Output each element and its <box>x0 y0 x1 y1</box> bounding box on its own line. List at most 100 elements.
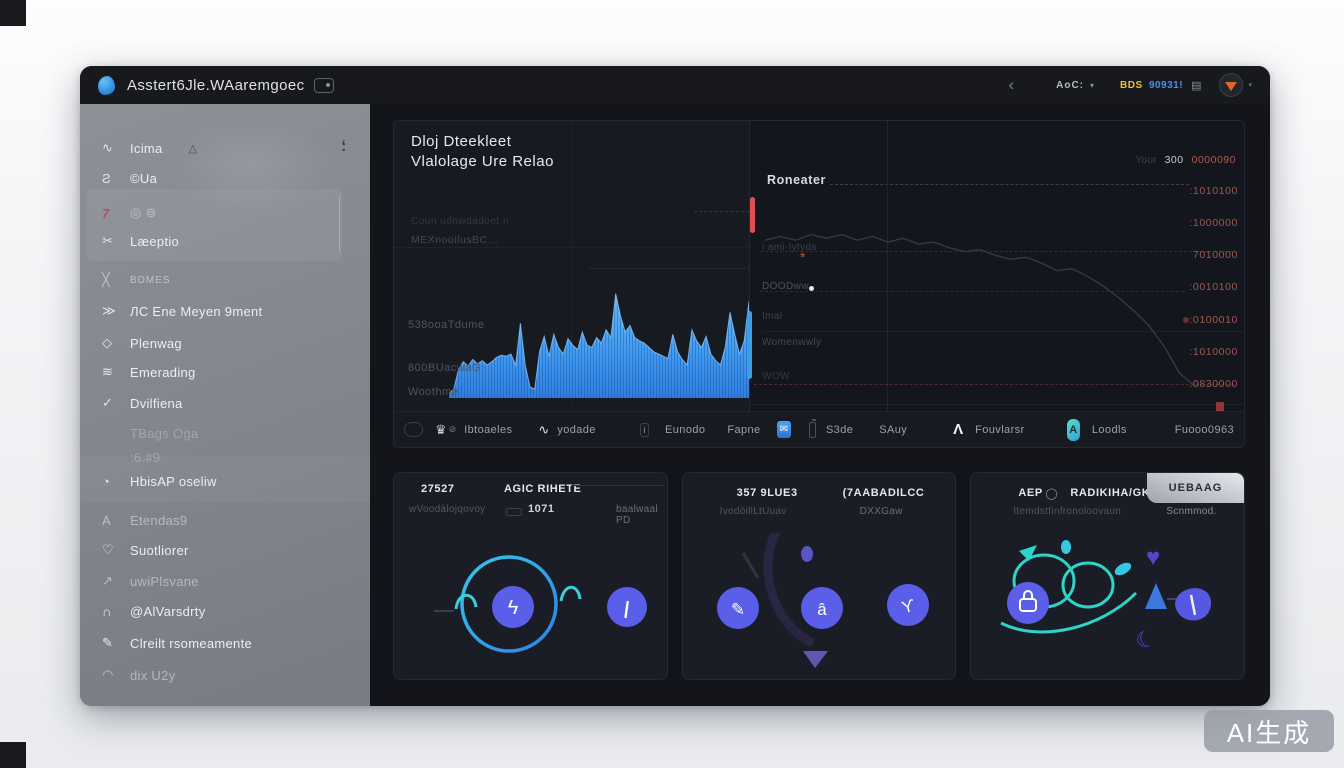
action-circle-edit[interactable]: ✎ <box>716 587 759 629</box>
chart-subtext: Coun udnwdadoet n <box>411 216 510 227</box>
lock-icon <box>1019 598 1038 612</box>
envelope-icon[interactable]: ✉ <box>776 421 792 438</box>
token-balance[interactable]: BDS 90931! <box>1120 80 1183 91</box>
avatar-caret-icon[interactable]: ▾ <box>1248 82 1252 89</box>
sidebar-item[interactable]: TBags Oga <box>130 425 199 441</box>
top-value: 300 <box>1164 154 1184 166</box>
hat-icon: â <box>817 600 827 619</box>
sidebar-item[interactable]: 7 ◎ ⊚ <box>102 205 157 221</box>
toolbar-item[interactable]: SAuy <box>879 423 908 436</box>
card-subtext-right: baalwaal PD <box>616 504 658 526</box>
token-symbol: BDS <box>1120 79 1143 91</box>
toolbar-item[interactable]: Fouvlarsr <box>975 423 1025 436</box>
menu-dropdown-label[interactable]: AoC: <box>1056 79 1085 91</box>
flag-icon: 7 <box>102 205 110 221</box>
card-title-2: RADIKIHA/GK <box>1070 487 1151 499</box>
teal-loop <box>1061 561 1115 609</box>
sidebar-item[interactable]: ✓ Dvilfiena <box>102 395 183 411</box>
clock-icon: ◔ <box>102 473 110 489</box>
card-title: 357 9LUE3 <box>736 487 798 499</box>
crown-icon[interactable]: ♛ <box>434 421 447 437</box>
hands-icon[interactable]: Λ <box>953 421 964 438</box>
blue-scroll-marker[interactable] <box>747 311 752 379</box>
sidebar-item[interactable]: ╳ BDMES <box>102 272 171 287</box>
cards-row: 27527 AGIC RIHETE wVoodàlojqovoy 1071 ba… <box>393 472 1246 680</box>
right-axis-label: .0830000 <box>1189 378 1238 390</box>
card2-graphic: ✎ â ϒ <box>716 533 929 668</box>
toolbar-item[interactable]: S3de <box>825 423 854 436</box>
user-avatar[interactable] <box>1219 73 1244 97</box>
sidebar-item[interactable]: ♡ Suotliorer <box>102 542 189 558</box>
card-title: AEP <box>1018 487 1043 499</box>
sidebar-item[interactable]: ∿ Icima △ <box>102 140 198 156</box>
action-circle-bolt[interactable]: ϟ <box>492 586 534 628</box>
slash-mark <box>1190 594 1197 616</box>
sidebar-item[interactable]: :6.#9 <box>130 449 161 465</box>
toolbar-item[interactable]: Loodls <box>1091 423 1127 436</box>
sidebar-item[interactable]: ≋ Emerading <box>102 364 196 380</box>
card-subtext: IvodòillLtUuav <box>719 506 787 517</box>
teal-squiggle <box>454 593 478 610</box>
gridline <box>754 384 1234 385</box>
sidebar-item[interactable]: ◇ Plenwag <box>102 335 182 351</box>
lock-circle[interactable] <box>1007 582 1050 624</box>
tab-preview-icon[interactable] <box>314 77 335 93</box>
sidebar-item[interactable]: ◔ HbisAP oseliw <box>102 473 217 489</box>
red-dot-marker <box>1183 317 1189 323</box>
ai-watermark: AI生成 <box>1204 710 1334 752</box>
sidebar-item[interactable]: ◠ dix U2y <box>102 667 176 683</box>
sidebar-item[interactable]: ∩ @AlVarsdrty <box>102 603 206 619</box>
sidebar-item[interactable]: A Etendas9 <box>102 512 188 528</box>
sidebar-highlight <box>166 118 336 214</box>
chevron-down-icon[interactable]: ▾ <box>1090 80 1095 90</box>
heart-shape-icon: ♥ <box>1146 544 1160 571</box>
document-icon[interactable]: ▤ <box>1191 79 1202 92</box>
blob-button[interactable] <box>1175 588 1212 621</box>
light-badge[interactable]: UEBAAG <box>1147 473 1245 503</box>
info-square-icon[interactable]: i <box>639 422 650 437</box>
y-axis-label: 538ooaTdume <box>408 319 485 331</box>
sidebar-item[interactable]: ✂ Læeptio <box>102 233 180 249</box>
decor-dart <box>741 552 759 579</box>
pill-button[interactable] <box>404 422 423 437</box>
right-axis-label: 7010000 <box>1192 249 1238 261</box>
chart-toolbar: ♛ ⊘ Ibtoaeles ∿ yodade i Eunodo Fapne ✉ … <box>394 411 1244 447</box>
area-edge <box>449 293 749 394</box>
sidebar-item[interactable]: ✎ Clreilt rsomeamente <box>102 635 253 651</box>
toolbar-item[interactable]: Fuooo0963 <box>1174 423 1234 436</box>
teal-badge-icon[interactable]: A <box>1066 418 1080 441</box>
gridline <box>394 247 749 248</box>
avatar-shape <box>1225 81 1238 91</box>
pin-icon[interactable]: ; <box>340 139 346 156</box>
card-subtext: wVoodàlojqovoy <box>409 504 486 515</box>
app-window: Asstert6Jle.WAaremgoec ‹ AoC: ▾ BDS 9093… <box>80 66 1270 706</box>
toolbar-item[interactable]: Eunodo <box>665 423 706 436</box>
chevrons-icon: ≫ <box>102 303 116 318</box>
action-circle-bar[interactable]: | <box>607 587 647 627</box>
trend-series <box>765 233 1195 387</box>
action-circle-hat[interactable]: â <box>800 587 843 629</box>
gridline <box>750 404 1244 405</box>
legend-label[interactable]: Roneater <box>767 173 826 187</box>
stat-card-1: 27527 AGIC RIHETE wVoodàlojqovoy 1071 ba… <box>393 472 668 680</box>
teal-squiggle <box>559 585 582 602</box>
right-axis-label: :0100010 <box>1189 314 1238 326</box>
sidebar: ; ∿ Icima △ Ƨ ©Ua 7 ◎ ⊚ ✂ Læeptio ╳ BDMES ≫ ЛC … <box>80 104 370 706</box>
waveform-icon[interactable]: ∿ <box>538 421 550 437</box>
toolbar-item[interactable]: Fapne <box>727 423 761 436</box>
sidebar-item[interactable]: ↗ uwiPlsvane <box>102 573 199 589</box>
back-chevron-icon[interactable]: ‹ <box>1008 75 1015 94</box>
y-axis-label: Woothme <box>408 386 459 398</box>
token-value: 90931! <box>1148 79 1184 91</box>
swoosh-curve <box>763 533 815 648</box>
sidebar-item[interactable]: Ƨ ©Ua <box>102 170 158 186</box>
sidebar-item[interactable]: ≫ ЛC Ene Meyen 9ment <box>102 303 263 319</box>
battery-icon <box>809 418 816 438</box>
toolbar-item[interactable]: Ibtoaeles <box>464 423 513 436</box>
wand-icon: ϒ <box>899 596 917 618</box>
arrow-up-right-icon: ↗ <box>102 573 113 588</box>
toolbar-item[interactable]: yodade <box>557 423 596 436</box>
pen-icon: ✎ <box>102 635 113 650</box>
slash-icon: ⊘ <box>448 424 457 434</box>
action-circle-wand[interactable]: ϒ <box>886 584 929 626</box>
